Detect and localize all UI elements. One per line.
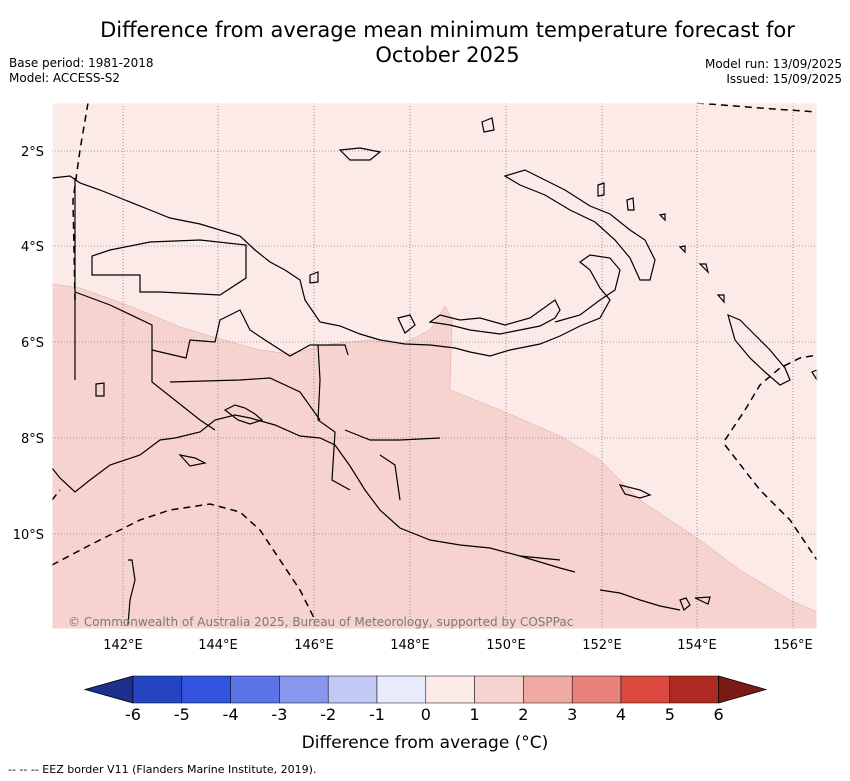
map-frame: [51, 102, 818, 630]
colorbar-segment: [376, 675, 427, 704]
colorbar-tick-label: -2: [320, 705, 336, 724]
graticule: [52, 103, 817, 629]
model-run: Model run: 13/09/2025: [704, 57, 842, 71]
colorbar-ticks: -6 -5 -4 -3 -2 -1 0 1 2 3 4 5 6: [125, 705, 724, 724]
colorbar-label: Difference from average (°C): [301, 733, 549, 753]
colorbar-segment: [523, 675, 573, 704]
latitude-label: 6°S: [21, 336, 44, 351]
latitude-label: 4°S: [21, 240, 44, 255]
colorbar-segment: [279, 675, 329, 704]
colorbar: [83, 675, 768, 704]
eez-footnote: -- -- -- EEZ border V11 (Flanders Marine…: [8, 763, 317, 776]
colorbar-segment: [620, 675, 671, 704]
colorbar-tick-label: 6: [714, 705, 724, 724]
latitude-labels: 2°S 4°S 6°S 8°S 10°S: [13, 145, 44, 543]
longitude-label: 146°E: [294, 638, 334, 653]
longitude-label: 152°E: [582, 638, 622, 653]
colorbar-extend-low: [83, 675, 134, 704]
coastlines: [51, 117, 818, 626]
colorbar-tick-label: 0: [421, 705, 431, 724]
longitude-label: 156°E: [773, 638, 813, 653]
title-line-2: October 2025: [375, 43, 520, 67]
colorbar-tick-label: -5: [174, 705, 190, 724]
latitude-label: 10°S: [13, 528, 44, 543]
latitude-label: 8°S: [21, 432, 44, 447]
longitude-label: 142°E: [103, 638, 143, 653]
colorbar-tick-label: 1: [470, 705, 480, 724]
colorbar-segment: [571, 675, 622, 704]
colorbar-tick-label: -3: [271, 705, 287, 724]
longitude-label: 150°E: [486, 638, 526, 653]
longitude-label: 148°E: [390, 638, 430, 653]
longitude-labels: 142°E 144°E 146°E 148°E 150°E 152°E 154°E 156°E: [103, 638, 813, 653]
colorbar-tick-label: 5: [665, 705, 675, 724]
colorbar-segment: [181, 675, 231, 704]
colorbar-segment: [327, 675, 378, 704]
longitude-label: 154°E: [677, 638, 717, 653]
colorbar-tick-label: 3: [567, 705, 577, 724]
colorbar-tick-label: 4: [616, 705, 626, 724]
colorbar-segment: [669, 675, 719, 704]
colorbar-tick-label: -4: [223, 705, 239, 724]
colorbar-segment: [132, 675, 183, 704]
colorbar-tick-label: -1: [369, 705, 385, 724]
colorbar-segment: [230, 675, 280, 704]
model-name: Model: ACCESS-S2: [9, 71, 121, 85]
issued-date: Issued: 15/09/2025: [726, 72, 842, 86]
base-period: Base period: 1981-2018: [9, 56, 154, 70]
latitude-label: 2°S: [21, 145, 44, 160]
eez-borders: [51, 102, 818, 621]
copyright-text: © Commonwealth of Australia 2025, Bureau…: [68, 615, 573, 629]
meta-left: Base period: 1981-2018 Model: ACCESS-S2: [9, 56, 154, 86]
meta-right: Model run: 13/09/2025 Issued: 15/09/2025: [705, 57, 842, 87]
colorbar-extend-high: [718, 675, 768, 704]
colorbar-segment: [425, 675, 475, 704]
colorbar-segment: [474, 675, 524, 704]
colorbar-tick-label: 2: [518, 705, 528, 724]
colorbar-tick-label: -6: [125, 705, 141, 724]
map-title: Difference from average mean minimum tem…: [80, 18, 815, 68]
longitude-label: 144°E: [198, 638, 238, 653]
title-line-1: Difference from average mean minimum tem…: [100, 18, 795, 42]
